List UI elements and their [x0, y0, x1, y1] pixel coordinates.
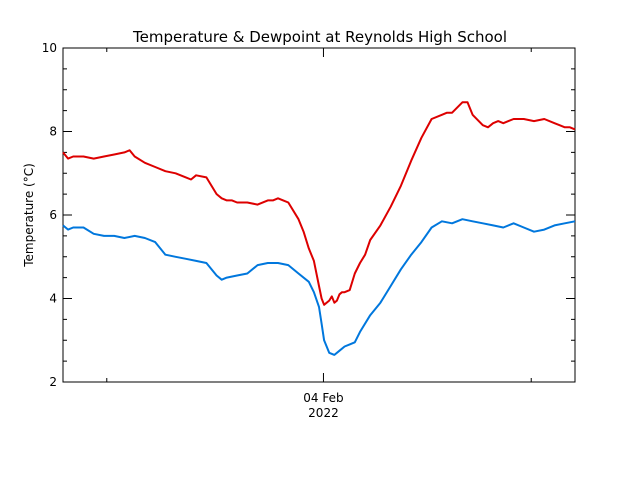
y-tick-label: 2: [49, 375, 57, 389]
x-tick-label-year: 2022: [308, 406, 339, 420]
chart-title: Temperature & Dewpoint at Reynolds High …: [132, 28, 507, 46]
y-axis-label: Temperature (°C): [22, 163, 36, 268]
temperature-line: [62, 101, 576, 306]
x-axis: [106, 48, 532, 382]
plot-frame: [62, 47, 576, 383]
y-tick-label: 4: [49, 292, 57, 306]
y-axis: 2 4 6 8 10: [42, 41, 575, 389]
y-tick-label: 10: [42, 41, 57, 55]
y-tick-label: 6: [49, 208, 57, 222]
y-tick-label: 8: [49, 125, 57, 139]
x-tick-label-date: 04 Feb: [303, 391, 343, 405]
dewpoint-line: [62, 218, 576, 356]
series-group: [62, 101, 576, 356]
